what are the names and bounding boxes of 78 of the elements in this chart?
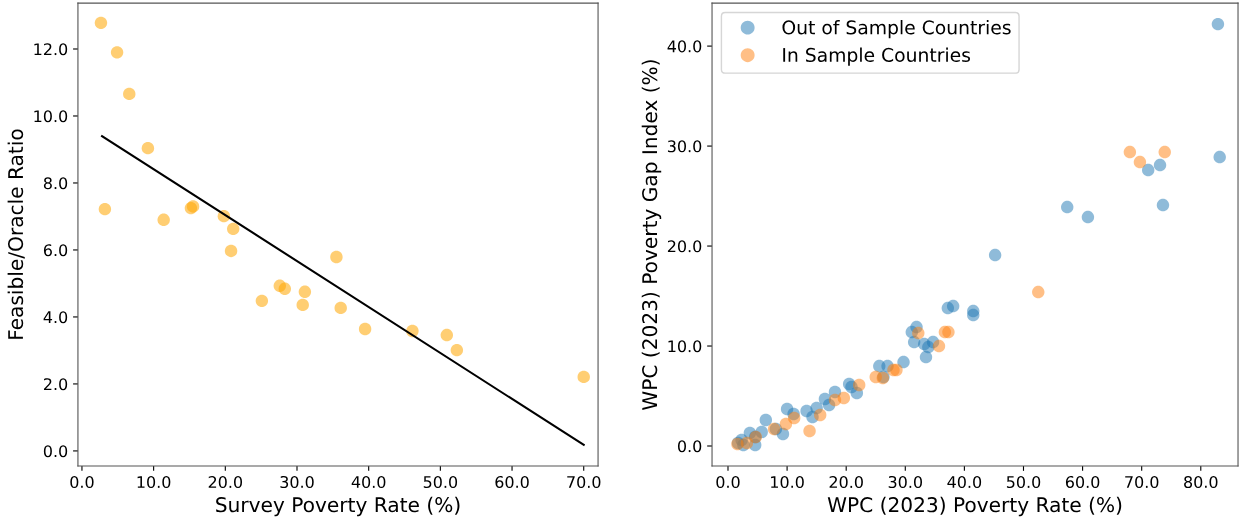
x-tick-label: 80.0 bbox=[1184, 476, 1218, 489]
x-tick-label: 0.0 bbox=[70, 476, 94, 489]
x-tick-label: 30.0 bbox=[888, 476, 923, 489]
y-tick-label: 0.0 bbox=[677, 440, 702, 453]
point bbox=[912, 326, 925, 340]
point bbox=[123, 87, 136, 101]
point bbox=[1081, 210, 1095, 224]
point bbox=[946, 299, 960, 313]
y-tick-label: 30.0 bbox=[667, 140, 702, 153]
point bbox=[803, 424, 816, 438]
y-tick-label: 0.0 bbox=[43, 445, 68, 458]
x-axis-title: Survey Poverty Rate (%) bbox=[216, 496, 460, 517]
point bbox=[278, 282, 292, 296]
point bbox=[942, 325, 955, 339]
point bbox=[1123, 145, 1137, 159]
y-tick-label: 12.0 bbox=[34, 43, 68, 56]
point bbox=[450, 343, 464, 357]
point bbox=[828, 393, 842, 407]
point bbox=[298, 285, 312, 299]
point bbox=[852, 378, 866, 392]
legend-label: Out of Sample Countries bbox=[782, 19, 1011, 39]
x-tick-label: 10.0 bbox=[771, 476, 804, 489]
point bbox=[897, 355, 910, 369]
point bbox=[779, 417, 793, 431]
x-tick-label: 70.0 bbox=[1125, 476, 1159, 489]
point bbox=[1133, 155, 1147, 169]
point bbox=[1032, 285, 1045, 299]
point bbox=[255, 294, 269, 308]
point bbox=[334, 301, 347, 315]
point bbox=[94, 16, 108, 30]
y-tick-label: 8.0 bbox=[43, 177, 68, 190]
y-axis-title: WPC (2023) Poverty Gap Index (%) bbox=[641, 60, 662, 411]
point bbox=[224, 244, 238, 258]
x-tick-label: 30.0 bbox=[280, 476, 314, 489]
point bbox=[813, 408, 827, 422]
y-tick-label: 10.0 bbox=[668, 340, 702, 353]
point bbox=[98, 202, 112, 216]
x-axis-title: WPC (2023) Poverty Rate (%) bbox=[827, 496, 1122, 517]
y-tick-label: 20.0 bbox=[667, 240, 702, 253]
point bbox=[759, 413, 773, 427]
x-tick-label: 0.0 bbox=[716, 476, 740, 489]
point bbox=[330, 250, 343, 264]
point bbox=[1156, 198, 1170, 212]
point bbox=[577, 370, 590, 384]
point bbox=[1158, 145, 1171, 159]
point bbox=[1211, 17, 1225, 31]
x-tick-label: 40.0 bbox=[351, 476, 386, 489]
x-tick-label: 40.0 bbox=[947, 476, 982, 489]
point bbox=[110, 46, 124, 59]
x-tick-label: 50.0 bbox=[423, 476, 458, 489]
y-tick-label: 40.0 bbox=[667, 40, 702, 53]
x-tick-label: 60.0 bbox=[495, 476, 529, 489]
point bbox=[296, 298, 309, 312]
y-axis-title: Feasible/Oracle Ratio bbox=[7, 129, 25, 339]
x-tick-label: 20.0 bbox=[208, 476, 243, 489]
y-tick-label: 2.0 bbox=[43, 378, 68, 391]
point bbox=[1153, 158, 1167, 172]
point bbox=[919, 350, 933, 364]
x-tick-label: 50.0 bbox=[1006, 476, 1041, 489]
point bbox=[226, 222, 240, 236]
y-tick-label: 4.0 bbox=[43, 311, 68, 324]
point bbox=[1061, 200, 1074, 214]
x-tick-label: 20.0 bbox=[829, 476, 863, 489]
point bbox=[1213, 150, 1226, 164]
point bbox=[932, 339, 946, 353]
point bbox=[141, 141, 155, 155]
y-tick-label: 10.0 bbox=[34, 110, 68, 123]
y-tick-label: 6.0 bbox=[43, 244, 68, 257]
point bbox=[440, 328, 454, 342]
legend-label: In Sample Countries bbox=[783, 47, 971, 66]
point bbox=[358, 322, 372, 336]
x-tick-label: 10.0 bbox=[137, 476, 171, 489]
point bbox=[157, 213, 170, 227]
point bbox=[1141, 163, 1155, 177]
point bbox=[988, 248, 1002, 262]
x-tick-label: 70.0 bbox=[567, 476, 601, 489]
point bbox=[967, 308, 980, 322]
x-tick-label: 60.0 bbox=[1065, 476, 1100, 489]
